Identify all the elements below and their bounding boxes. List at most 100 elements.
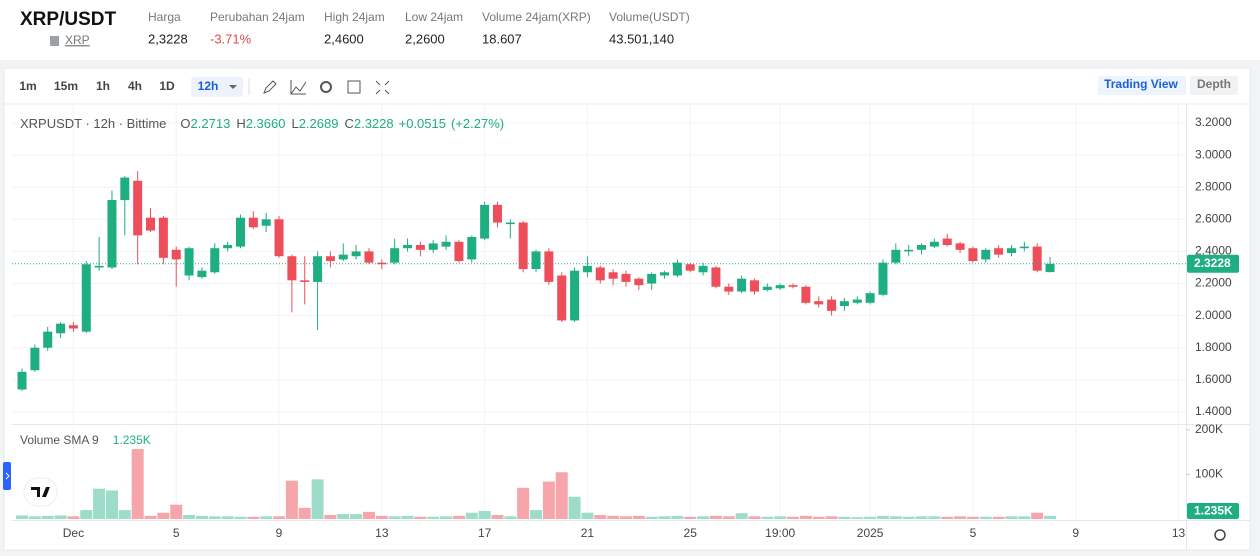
y-tick-label: 2.4000 [1195, 244, 1232, 258]
chart-legend: XRPUSDT · 12h · Bittime O2.2713 H2.3660 L2.… [20, 116, 504, 131]
x-tick-label: 2025 [857, 526, 884, 540]
candle-body [454, 241, 464, 262]
candle-body [878, 262, 888, 295]
volume-bar [748, 516, 761, 519]
volume-bar [260, 516, 273, 519]
volume-bar [208, 516, 221, 519]
candle-body [415, 244, 425, 250]
fullscreen-icon[interactable] [375, 80, 390, 95]
candle-body [1006, 248, 1016, 254]
stat-label: Perubahan 24jam [210, 10, 305, 24]
candle-body [17, 371, 27, 390]
candle-body [30, 347, 40, 371]
legend-key: C [344, 116, 353, 131]
side-tab[interactable] [3, 462, 11, 490]
volume-title: Volume SMA 9 [20, 433, 99, 447]
x-tick-label: 25 [684, 526, 698, 540]
interval-button[interactable]: 4h [128, 79, 142, 93]
interval-button[interactable]: 1m [19, 79, 36, 93]
indicator-icon[interactable] [290, 80, 307, 95]
interval-active-bg [191, 77, 243, 97]
candle-body [94, 265, 104, 268]
volume-bar [658, 516, 671, 519]
volume-bar [555, 472, 568, 519]
asset-link[interactable]: XRP [65, 33, 90, 47]
candle-body [68, 325, 78, 329]
volume-bar [80, 510, 93, 519]
candle-body [338, 254, 348, 260]
candle-body [441, 241, 451, 247]
volume-bar [414, 516, 427, 519]
interval-button[interactable]: 1D [159, 79, 175, 93]
candle-body [235, 217, 245, 247]
candle-body [711, 267, 721, 287]
stat-value: -3.71% [210, 31, 252, 46]
volume-bar [67, 516, 80, 519]
y-tick-label: 1.6000 [1195, 372, 1232, 386]
settings-icon[interactable] [320, 81, 332, 93]
volume-bar [889, 516, 902, 519]
candle-body [647, 273, 657, 284]
volume-bar [542, 481, 555, 519]
legend-value: 2.2689 [299, 116, 339, 131]
candle-body [107, 200, 117, 268]
candle-body [364, 251, 374, 263]
candle-body [698, 265, 708, 273]
volume-bar [607, 515, 620, 519]
dropdown-caret[interactable] [229, 85, 237, 89]
candle-body [428, 243, 438, 250]
legend-value: 2.3660 [246, 116, 286, 131]
candle-body [146, 217, 156, 231]
volume-bar [41, 515, 54, 519]
candle-body [1019, 246, 1029, 249]
volume-bar [28, 516, 41, 519]
candle-body [685, 264, 695, 271]
volume-sma-value: 1.235K [113, 433, 151, 447]
draw-icon[interactable] [263, 80, 277, 94]
x-tick-label: Dec [63, 526, 84, 540]
view-button[interactable]: Trading View [1104, 77, 1178, 91]
volume-bar [375, 515, 388, 519]
volume-bar [671, 515, 684, 519]
header-bg [0, 0, 1260, 60]
volume-bar [298, 507, 311, 519]
candle-body [788, 285, 798, 287]
candle-body [1032, 246, 1042, 271]
interval-button[interactable]: 12h [198, 79, 219, 93]
stat-label: Volume(USDT) [609, 10, 690, 24]
volume-bar [1031, 512, 1044, 519]
chart-panel [3, 67, 1251, 551]
volume-bar [568, 496, 581, 519]
x-tick-label: 9 [1072, 526, 1079, 540]
candle-body [865, 293, 875, 303]
axis-settings[interactable] [1214, 529, 1226, 541]
volume-bar [902, 516, 915, 519]
volume-bar [362, 511, 375, 519]
volume-bar [581, 512, 594, 519]
y-tick-label: 1.8000 [1195, 340, 1232, 354]
volume-bar [118, 510, 131, 519]
tv-logo-bg [23, 477, 58, 507]
view-button[interactable]: Depth [1197, 77, 1231, 91]
volume-bar [722, 516, 735, 519]
interval-button[interactable]: 1h [96, 79, 110, 93]
volume-bar [465, 512, 478, 519]
volume-bar [337, 514, 350, 519]
volume-bar [915, 516, 928, 519]
candle-body [724, 286, 734, 292]
candle-body [994, 248, 1004, 255]
y-tick-label: 100K [1195, 467, 1223, 481]
volume-bar [928, 516, 941, 519]
legend-value: (+2.27%) [451, 116, 504, 131]
volume-bar [530, 510, 543, 519]
interval-button[interactable]: 15m [54, 79, 78, 93]
x-tick-label: 13 [375, 526, 389, 540]
volume-bar [324, 514, 337, 519]
candle-body [582, 265, 592, 273]
save-icon[interactable] [347, 80, 361, 94]
candle-body [158, 217, 168, 258]
volume-bar [105, 490, 118, 519]
candle-body [300, 280, 310, 282]
stat-value: 2,2600 [405, 31, 445, 46]
